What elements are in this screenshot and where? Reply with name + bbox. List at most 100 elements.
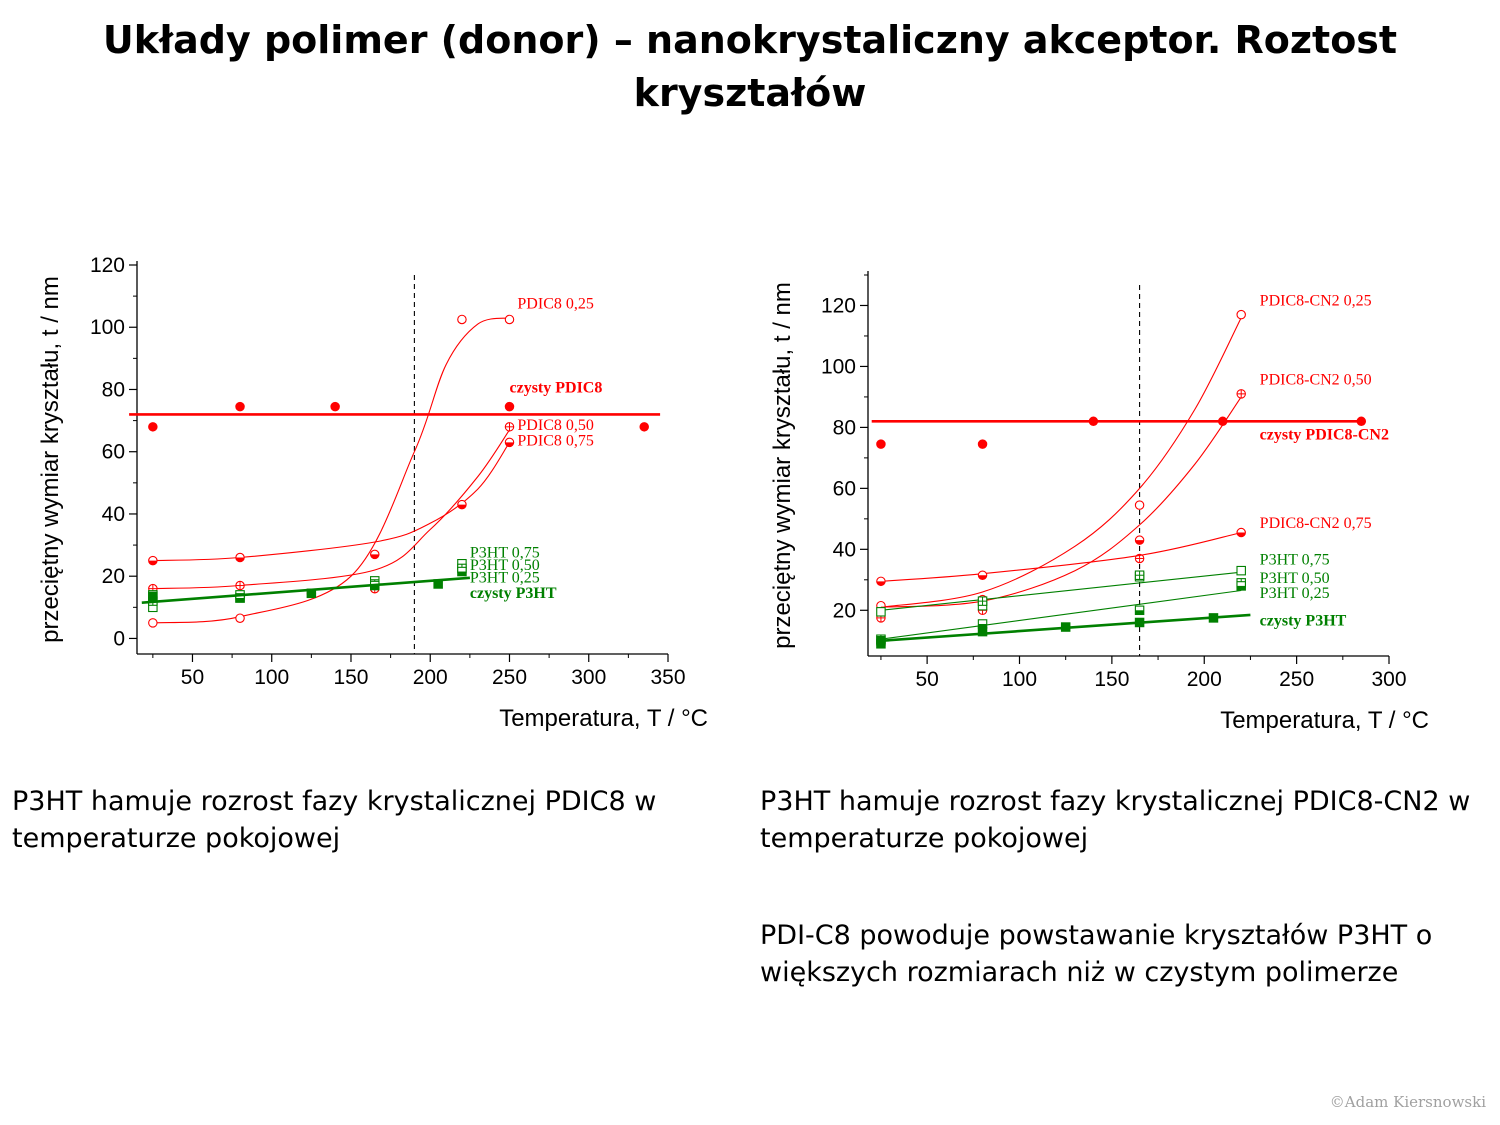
chart-0-x-tick-label: 150 bbox=[333, 666, 368, 689]
chart-0-pdic8-0-25-label: PDIC8 0,25 bbox=[517, 296, 593, 313]
chart-0-pdic8-0-25-point bbox=[148, 618, 158, 628]
chart-0-y-axis-label: przeciętny wymiar kryształu, t / nm bbox=[37, 276, 64, 643]
chart-1-x-tick-label: 200 bbox=[1187, 668, 1222, 691]
chart-0-p3ht-0-25-point bbox=[235, 593, 245, 603]
caption-left: P3HT hamuje rozrost fazy krystalicznej P… bbox=[12, 786, 657, 854]
chart-1-pdic8-cn2-0-25-fit-line bbox=[880, 317, 1242, 608]
chart-1-x-tick-label: 100 bbox=[1002, 668, 1037, 691]
copyright-notice: ©Adam Kiersnowski bbox=[1329, 1093, 1486, 1111]
chart-0-czysty-p3ht-fit-line bbox=[141, 576, 470, 604]
chart-1-czysty-pdic8-cn2-label: czysty PDIC8-CN2 bbox=[1260, 427, 1389, 444]
chart-1-czysty-p3ht-point bbox=[1208, 613, 1219, 623]
chart-1-p3ht-0-75-fit-line bbox=[880, 571, 1242, 611]
chart-0-czysty-pdic8-label: czysty PDIC8 bbox=[509, 380, 602, 397]
chart-0-x-tick-label: 300 bbox=[571, 666, 606, 689]
chart-0-y-tick-label: 40 bbox=[102, 503, 125, 526]
chart-0-y-tick-label: 100 bbox=[90, 316, 125, 339]
chart-0-p3ht-0-75-label: P3HT 0,75 bbox=[470, 545, 540, 562]
chart-1-pdic8-cn2-0-25-point bbox=[1134, 500, 1145, 510]
chart-1-p3ht-0-25-point bbox=[1134, 605, 1145, 616]
chart-1-pdic8-cn2-0-50-label: PDIC8-CN2 0,50 bbox=[1260, 372, 1372, 389]
chart-0-pdic8-0-75-point bbox=[370, 549, 380, 560]
chart-0-czysty-p3ht-point bbox=[306, 588, 317, 599]
chart-1-czysty-pdic8-cn2-point bbox=[1088, 416, 1099, 427]
chart-0-pdic8-0-50-point bbox=[504, 422, 515, 432]
chart-1-x-tick-label: 300 bbox=[1371, 668, 1406, 691]
caption-right-second: PDI-C8 powoduje powstawanie kryształów P… bbox=[760, 920, 1433, 988]
chart-1-pdic8-cn2-0-75-point bbox=[876, 576, 886, 587]
chart-0-pdic8-0-50-label: PDIC8 0,50 bbox=[517, 417, 593, 434]
chart-1-czysty-pdic8-cn2-point bbox=[1356, 416, 1367, 427]
chart-1-pdic8-cn2-0-75-label: PDIC8-CN2 0,75 bbox=[1260, 515, 1372, 532]
chart-1-y-tick-label: 20 bbox=[833, 599, 856, 622]
chart-1-p3ht-0-25-point bbox=[1236, 581, 1246, 591]
chart-1-x-tick-label: 150 bbox=[1094, 668, 1129, 691]
chart-1-p3ht-0-50-point bbox=[977, 596, 988, 606]
chart-1-czysty-p3ht-point bbox=[876, 636, 886, 646]
chart-0-pdic8-0-50-fit-line bbox=[152, 429, 510, 590]
chart-right: 20 40 60 80 100 120 50 100 150 200 250 300 Temperatu… bbox=[769, 271, 1429, 734]
chart-1-p3ht-0-75-point bbox=[1236, 565, 1246, 576]
slide-title: Układy polimer (donor) – nanokrystaliczn… bbox=[102, 18, 1398, 115]
chart-1-y-tick-label: 40 bbox=[833, 538, 856, 561]
chart-1-pdic8-cn2-0-75-fit-line bbox=[880, 532, 1242, 582]
chart-0-x-tick-label: 250 bbox=[492, 666, 527, 689]
chart-0-x-tick-label: 200 bbox=[413, 666, 448, 689]
chart-1-p3ht-0-75-label: P3HT 0,75 bbox=[1260, 552, 1330, 569]
chart-0-x-tick-label: 350 bbox=[650, 666, 685, 689]
chart-1-pdic8-cn2-0-50-point bbox=[1236, 389, 1246, 399]
chart-1-czysty-pdic8-cn2-point bbox=[977, 439, 988, 449]
chart-1-czysty-p3ht-label: czysty P3HT bbox=[1260, 613, 1347, 630]
chart-1-x-tick-label: 250 bbox=[1279, 668, 1314, 691]
chart-1-y-tick-label: 100 bbox=[821, 355, 856, 378]
chart-1-y-axis-label: przeciętny wymiar kryształu, t / nm bbox=[769, 282, 796, 649]
chart-0-pdic8-0-25-point bbox=[235, 613, 245, 623]
chart-1-czysty-p3ht-point bbox=[1134, 617, 1145, 628]
chart-1-pdic8-cn2-0-75-point bbox=[977, 570, 988, 580]
chart-0-czysty-p3ht-point bbox=[433, 579, 443, 589]
chart-0-y-tick-label: 60 bbox=[102, 441, 125, 464]
chart-0-pdic8-0-75-label: PDIC8 0,75 bbox=[517, 432, 593, 449]
chart-0-x-tick-label: 100 bbox=[254, 666, 289, 689]
chart-1-y-tick-label: 120 bbox=[821, 294, 856, 317]
chart-1-y-tick-label: 80 bbox=[833, 416, 856, 439]
chart-0-pdic8-0-75-fit-line bbox=[152, 442, 510, 562]
chart-left: 0 20 40 60 80 100 120 50 100 150 200 250 300 350 Tempe… bbox=[37, 254, 708, 732]
chart-0-p3ht-0-50-label: P3HT 0,50 bbox=[470, 557, 540, 574]
chart-1-pdic8-cn2-0-25-label: PDIC8-CN2 0,25 bbox=[1260, 292, 1372, 309]
chart-1-p3ht-0-75-point bbox=[876, 607, 886, 617]
chart-0-pdic8-0-75-point bbox=[148, 555, 158, 566]
chart-0-czysty-pdic8-point bbox=[148, 422, 158, 432]
chart-0-p3ht-0-25-point bbox=[457, 566, 467, 577]
chart-1-p3ht-0-50-label: P3HT 0,50 bbox=[1260, 570, 1330, 587]
chart-0-czysty-pdic8-point bbox=[504, 401, 515, 412]
chart-0-czysty-pdic8-point bbox=[330, 401, 340, 412]
chart-0-czysty-p3ht-point bbox=[148, 591, 158, 602]
chart-0-czysty-p3ht-label: czysty P3HT bbox=[470, 585, 557, 602]
chart-0-y-tick-label: 20 bbox=[102, 565, 125, 588]
caption-right-first: P3HT hamuje rozrost fazy krystalicznej P… bbox=[760, 786, 1471, 854]
chart-0-pdic8-0-25-point bbox=[457, 314, 467, 325]
chart-0-pdic8-0-25-fit-line bbox=[152, 317, 510, 624]
chart-1-pdic8-cn2-0-50-fit-line bbox=[880, 396, 1242, 608]
chart-1-czysty-pdic8-cn2-point bbox=[876, 439, 886, 449]
chart-0-y-tick-label: 120 bbox=[90, 254, 125, 277]
chart-0-pdic8-0-75-point bbox=[457, 499, 467, 510]
chart-0-p3ht-0-25-label: P3HT 0,25 bbox=[470, 569, 540, 586]
chart-1-p3ht-0-25-label: P3HT 0,25 bbox=[1260, 585, 1330, 602]
chart-1-x-tick-label: 50 bbox=[915, 668, 938, 691]
chart-0-pdic8-0-25-point bbox=[504, 314, 515, 325]
chart-0-czysty-pdic8-point bbox=[235, 401, 245, 412]
chart-1-pdic8-cn2-0-75-point bbox=[1134, 535, 1145, 545]
chart-0-x-axis-label: Temperatura, T / °C bbox=[499, 705, 708, 732]
chart-0-x-tick-label: 50 bbox=[181, 666, 204, 689]
chart-0-y-tick-label: 80 bbox=[102, 378, 125, 401]
chart-1-pdic8-cn2-0-25-point bbox=[1236, 309, 1246, 320]
chart-1-x-axis-label: Temperatura, T / °C bbox=[1220, 707, 1429, 734]
chart-1-pdic8-cn2-0-50-point bbox=[1134, 553, 1145, 564]
chart-1-p3ht-0-25-fit-line bbox=[880, 589, 1242, 640]
chart-1-czysty-p3ht-point bbox=[1060, 622, 1071, 632]
chart-1-y-tick-label: 60 bbox=[833, 477, 856, 500]
chart-1-pdic8-cn2-0-75-point bbox=[1236, 527, 1246, 538]
chart-0-czysty-pdic8-point bbox=[639, 422, 649, 432]
